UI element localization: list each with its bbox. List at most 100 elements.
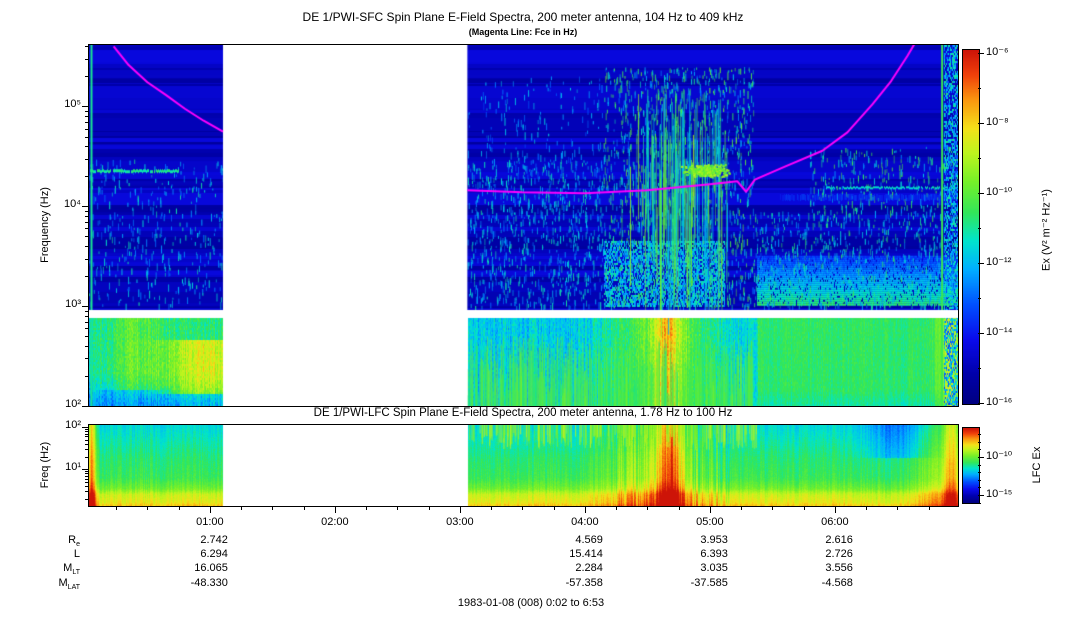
lfc-y-minor-tick bbox=[85, 436, 89, 438]
lfc-cbar-minor-tick bbox=[978, 479, 981, 481]
sfc-y-minor-tick bbox=[85, 116, 89, 118]
sfc-y-minor-tick bbox=[85, 46, 89, 48]
sfc-panel bbox=[88, 44, 959, 407]
sfc-y-minor-tick bbox=[85, 236, 89, 238]
sfc-cbar-major-tick bbox=[978, 193, 984, 194]
time-minor-tick bbox=[522, 507, 524, 510]
time-tick-label: 03:00 bbox=[446, 516, 474, 528]
sfc-y-minor-tick bbox=[85, 315, 89, 317]
lfc-cbar-tick-label: 10⁻¹⁵ bbox=[986, 488, 1013, 500]
sfc-y-minor-tick bbox=[85, 321, 89, 323]
lfc-title: DE 1/PWI-LFC Spin Plane E-Field Spectra,… bbox=[313, 407, 733, 419]
time-tick-label: 06:00 bbox=[821, 516, 849, 528]
sfc-y-tick-label: 10² bbox=[65, 398, 81, 410]
sfc-y-minor-tick bbox=[85, 228, 89, 230]
sfc-cbar-tick-label: 10⁻⁸ bbox=[986, 116, 1009, 128]
sfc-y-major-tick bbox=[82, 106, 89, 108]
ephemeris-value: 15.414 bbox=[569, 548, 603, 560]
sfc-colorbar bbox=[962, 49, 980, 405]
sfc-cbar-minor-tick bbox=[978, 298, 981, 299]
lfc-colorbar-gradient bbox=[963, 428, 979, 503]
ephemeris-value: 2.726 bbox=[825, 548, 853, 560]
sfc-y-minor-tick bbox=[85, 336, 89, 338]
lfc-cbar-major-tick bbox=[978, 457, 984, 458]
ephemeris-value: 2.616 bbox=[825, 534, 853, 546]
lfc-y-minor-tick bbox=[85, 439, 89, 441]
sfc-title: DE 1/PWI-SFC Spin Plane E-Field Spectra,… bbox=[302, 10, 744, 24]
sfc-y-minor-tick bbox=[85, 328, 89, 330]
lfc-y-minor-tick bbox=[85, 443, 89, 445]
sfc-y-minor-tick bbox=[85, 111, 89, 113]
ephemeris-value: 6.294 bbox=[200, 548, 228, 560]
lfc-y-minor-tick bbox=[85, 486, 89, 488]
lfc-y-minor-tick bbox=[85, 498, 89, 500]
sfc-y-minor-tick bbox=[85, 258, 89, 260]
sfc-colorbar-gradient bbox=[963, 50, 979, 404]
lfc-y-minor-tick bbox=[85, 481, 89, 483]
sfc-y-minor-tick bbox=[85, 345, 89, 347]
sfc-cbar-minor-tick bbox=[978, 88, 981, 89]
sfc-cbar-tick-label: 10⁻¹⁶ bbox=[986, 396, 1013, 408]
lfc-y-minor-tick bbox=[85, 471, 89, 473]
sfc-y-major-tick bbox=[82, 206, 89, 208]
sfc-spectrogram bbox=[89, 45, 958, 406]
lfc-y-minor-tick bbox=[85, 449, 89, 451]
time-major-tick bbox=[334, 507, 336, 513]
time-tick-label: 05:00 bbox=[696, 516, 724, 528]
ephemeris-value: 2.284 bbox=[575, 562, 603, 574]
ephemeris-value: 3.556 bbox=[825, 562, 853, 574]
sfc-y-minor-tick bbox=[85, 76, 89, 78]
lfc-y-minor-tick bbox=[85, 491, 89, 493]
ephemeris-value: -4.568 bbox=[821, 577, 853, 589]
sfc-y-minor-tick bbox=[85, 136, 89, 138]
sfc-y-minor-tick bbox=[85, 128, 89, 130]
time-major-tick bbox=[709, 507, 711, 513]
time-tick-label: 02:00 bbox=[321, 516, 349, 528]
ephemeris-row-label-sub: LAT bbox=[67, 584, 80, 592]
lfc-y-minor-tick bbox=[85, 433, 89, 435]
time-minor-tick bbox=[178, 507, 180, 510]
lfc-y-minor-tick bbox=[85, 473, 89, 475]
footer-date: 1983-01-08 (008) 0:02 to 6:53 bbox=[457, 597, 605, 609]
time-minor-tick bbox=[803, 507, 805, 510]
lfc-cbar-major-tick bbox=[978, 495, 984, 496]
ephemeris-value: 2.742 bbox=[200, 534, 228, 546]
time-major-tick bbox=[459, 507, 461, 513]
sfc-cbar-major-tick bbox=[978, 263, 984, 264]
time-minor-tick bbox=[397, 507, 399, 510]
time-minor-tick bbox=[772, 507, 774, 510]
sfc-y-minor-tick bbox=[85, 146, 89, 148]
sfc-y-minor-tick bbox=[85, 176, 89, 178]
time-minor-tick bbox=[116, 507, 118, 510]
sfc-cbar-major-tick bbox=[978, 403, 984, 404]
ephemeris-value: -37.585 bbox=[690, 577, 728, 589]
lfc-y-tick-label: 10¹ bbox=[65, 461, 81, 474]
time-minor-tick bbox=[866, 507, 868, 510]
ephemeris-value: 3.953 bbox=[700, 534, 728, 546]
time-minor-tick bbox=[616, 507, 618, 510]
ephemeris-row-label-sub: LT bbox=[72, 569, 80, 577]
time-minor-tick bbox=[428, 507, 430, 510]
sfc-y-minor-tick bbox=[85, 58, 89, 60]
time-minor-tick bbox=[647, 507, 649, 510]
lfc-y-minor-tick bbox=[85, 456, 89, 458]
lfc-y-minor-tick bbox=[85, 429, 89, 430]
sfc-cbar-tick-label: 10⁻¹⁰ bbox=[986, 186, 1013, 198]
sfc-y-minor-tick bbox=[85, 158, 89, 160]
time-major-tick bbox=[209, 507, 211, 513]
lfc-spectrogram bbox=[89, 425, 958, 506]
sfc-cbar-major-tick bbox=[978, 123, 984, 124]
time-tick-label: 01:00 bbox=[196, 516, 224, 528]
time-minor-tick bbox=[491, 507, 493, 510]
lfc-cbar-minor-tick bbox=[978, 472, 981, 474]
sfc-cbar-minor-tick bbox=[978, 158, 981, 159]
ephemeris-value: 16.065 bbox=[194, 562, 228, 574]
sfc-y-major-tick bbox=[82, 306, 89, 308]
lfc-y-minor-tick bbox=[85, 431, 89, 433]
time-minor-tick bbox=[553, 507, 555, 510]
time-major-tick bbox=[834, 507, 836, 513]
sfc-y-tick-label: 10⁴ bbox=[64, 198, 81, 211]
ephemeris-value: 6.393 bbox=[700, 548, 728, 560]
sfc-y-minor-tick bbox=[85, 358, 89, 360]
sfc-y-minor-tick bbox=[85, 221, 89, 223]
